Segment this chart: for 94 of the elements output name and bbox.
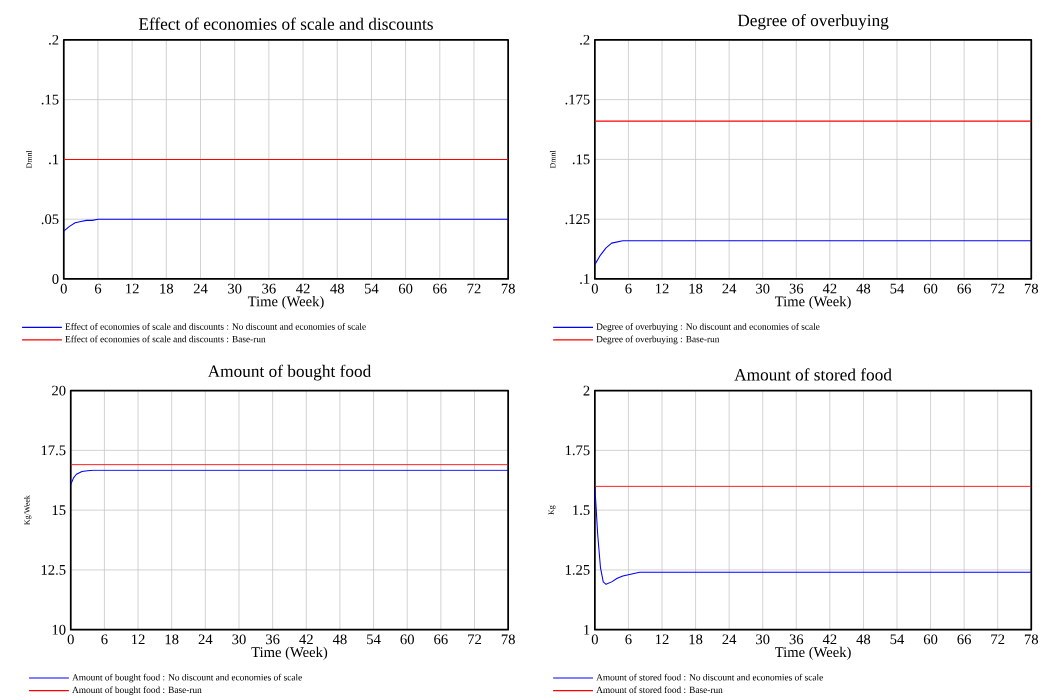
y-tick-label: 2 — [583, 385, 590, 396]
x-tick-label: 42 — [299, 634, 313, 645]
legend-label: Effect of economies of scale and discounts : Base-run — [65, 335, 266, 343]
x-tick-label: 36 — [266, 634, 280, 645]
y-tick-label: 1 — [584, 624, 590, 635]
x-tick-label: 78 — [501, 634, 515, 645]
x-tick-label: 66 — [433, 283, 447, 294]
legend-label: Degree of overbuying : No discount and economies of scale — [596, 323, 820, 332]
x-tick-label: 72 — [467, 283, 481, 294]
x-tick-label: 30 — [756, 283, 770, 294]
y-tick-label: .1 — [49, 154, 59, 165]
y-tick-label: 12.5 — [41, 565, 66, 575]
x-tick-label: 48 — [330, 283, 344, 294]
x-tick-label: 6 — [625, 634, 632, 645]
x-tick-label: 66 — [957, 283, 972, 294]
x-tick-label: 0 — [591, 634, 598, 645]
x-tick-label: 12 — [132, 634, 145, 645]
x-tick-label: 30 — [756, 634, 770, 645]
chart-title: Effect of economies of scale and discounts — [138, 17, 433, 30]
x-tick-label: 60 — [398, 283, 413, 294]
line-series — [594, 485, 1032, 585]
x-tick-label: 6 — [94, 283, 102, 294]
y-tick-label: 15 — [52, 505, 66, 516]
x-axis-title: Time (Week) — [775, 296, 851, 310]
x-tick-label: 42 — [296, 283, 310, 294]
legend-label: Degree of overbuying : Base-run — [596, 335, 720, 345]
legend-label: Amount of stored food : No discount and economies of scale — [596, 673, 823, 681]
legend-label: Amount of bought food : No discount and economies of scale — [72, 673, 302, 683]
y-tick-label: 1.75 — [565, 445, 590, 456]
legend-label: Amount of stored food : Base-run — [596, 686, 723, 694]
x-tick-label: 12 — [126, 283, 139, 294]
x-axis-title: Time (Week) — [775, 646, 851, 661]
x-tick-label: 54 — [890, 283, 905, 294]
y-tick-label: 0 — [52, 274, 59, 284]
x-tick-label: 36 — [262, 283, 276, 294]
x-tick-label: 72 — [991, 634, 1005, 645]
x-tick-label: 72 — [468, 634, 482, 645]
chart-title: Amount of bought food — [207, 364, 372, 381]
x-tick-label: 30 — [232, 634, 246, 645]
y-tick-label: .05 — [41, 214, 59, 225]
x-tick-label: 48 — [856, 283, 871, 294]
x-tick-label: 24 — [198, 634, 213, 645]
chart-title: Degree of overbuying — [737, 14, 889, 30]
x-tick-label: 12 — [655, 283, 669, 294]
x-tick-label: 66 — [434, 634, 448, 645]
y-tick-label: .15 — [41, 94, 59, 105]
x-tick-label: 24 — [722, 634, 737, 645]
y-tick-label: .15 — [572, 154, 590, 165]
legend-label: Effect of economies of scale and discounts : No discount and economies of scale — [65, 323, 366, 330]
x-tick-label: 36 — [789, 634, 804, 645]
chart-title: Amount of stored food — [734, 368, 892, 381]
x-tick-label: 12 — [655, 634, 669, 645]
line-series — [63, 218, 509, 232]
x-tick-label: 78 — [1024, 634, 1039, 645]
x-tick-label: 60 — [923, 283, 938, 294]
y-tick-label: 20 — [52, 385, 66, 396]
y-tick-label: 1.25 — [565, 565, 590, 575]
y-tick-label: 17.5 — [41, 445, 66, 456]
y-tick-label: .175 — [565, 94, 590, 105]
x-tick-label: 18 — [165, 634, 179, 645]
x-tick-label: 42 — [822, 634, 837, 645]
x-tick-label: 30 — [228, 283, 242, 294]
y-tick-label: .125 — [565, 214, 590, 225]
x-tick-label: 54 — [890, 634, 905, 645]
x-tick-label: 24 — [193, 283, 208, 294]
legend-label: Amount of bought food : Base-run — [72, 686, 202, 695]
x-tick-label: 42 — [822, 283, 837, 294]
x-tick-label: 48 — [856, 634, 871, 645]
x-tick-label: 72 — [991, 283, 1005, 294]
x-tick-label: 48 — [332, 634, 347, 645]
y-tick-label: 10 — [52, 624, 66, 635]
line-series — [70, 469, 509, 486]
y-tick-label: .2 — [580, 34, 590, 45]
x-tick-label: 0 — [67, 634, 74, 645]
x-tick-label: 66 — [957, 634, 972, 645]
x-tick-label: 6 — [625, 283, 632, 294]
x-tick-label: 18 — [689, 283, 703, 294]
x-tick-label: 78 — [501, 283, 515, 294]
y-tick-label: .2 — [49, 34, 59, 45]
y-tick-label: .1 — [580, 274, 590, 284]
x-tick-label: 60 — [400, 634, 414, 645]
x-tick-label: 6 — [101, 634, 108, 645]
x-tick-label: 18 — [160, 283, 174, 294]
x-tick-label: 36 — [789, 283, 804, 294]
x-tick-label: 18 — [689, 634, 703, 645]
y-tick-label: 1.5 — [573, 505, 590, 516]
x-tick-label: 54 — [367, 634, 381, 645]
x-axis-title: Time (Week) — [247, 296, 324, 310]
x-tick-label: 60 — [923, 634, 938, 645]
x-tick-label: 24 — [722, 283, 737, 294]
x-tick-label: 78 — [1024, 283, 1039, 294]
x-tick-label: 54 — [364, 283, 379, 294]
x-axis-title: Time (Week) — [251, 646, 328, 661]
x-tick-label: 0 — [591, 283, 598, 294]
